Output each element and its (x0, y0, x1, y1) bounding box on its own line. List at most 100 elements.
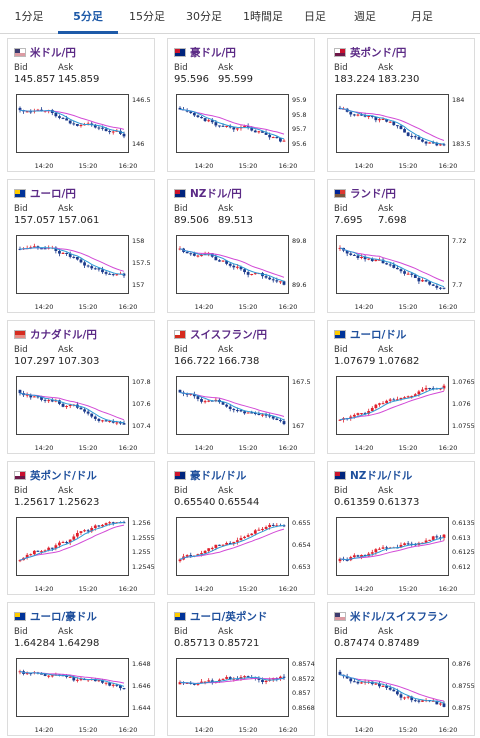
tab-4[interactable]: 1時間足 (243, 10, 283, 23)
pair-name[interactable]: 米ドル/円 (30, 47, 76, 59)
pair-title[interactable]: ユーロ/円 (14, 186, 76, 200)
pair-title[interactable]: NZドル/円 (174, 186, 242, 200)
pair-title[interactable]: 豪ドル/ドル (174, 468, 246, 482)
candle-body (111, 684, 115, 686)
mini-candlestick-chart[interactable]: 107.8 107.6 107.4 14:20 15:20 16:20 (16, 376, 156, 454)
candle-body (442, 703, 446, 707)
pair-name[interactable]: 豪ドル/ドル (190, 470, 247, 482)
candle-body (235, 540, 239, 542)
currency-card[interactable]: 米ドル/スイスフラン Bid Ask 0.87474 0.87489 0.876 0.875… (327, 602, 475, 736)
au-flag-icon (174, 48, 186, 57)
moving-average-short-line (19, 247, 125, 275)
y-tick-label: 7.72 (452, 237, 467, 245)
pair-title[interactable]: ユーロ/ドル (334, 327, 406, 341)
tab-3[interactable]: 30分足 (186, 10, 222, 23)
pair-name[interactable]: スイスフラン/円 (190, 329, 268, 341)
mini-candlestick-chart[interactable]: 167.5 167 14:20 15:20 16:20 (176, 376, 316, 454)
candle-body (374, 549, 378, 553)
mini-candlestick-chart[interactable]: 0.6135 0.613 0.6125 0.612 14:20 15:20 16:20 (336, 517, 476, 595)
x-tick-label: 15:20 (238, 303, 258, 311)
mini-candlestick-chart[interactable]: 7.72 7.7 14:20 15:20 16:20 (336, 235, 476, 313)
pair-name[interactable]: 英ポンド/ドル (30, 470, 97, 482)
currency-card[interactable]: 豪ドル/ドル Bid Ask 0.65540 0.65544 0.655 0.654 0.65… (167, 461, 315, 595)
pair-title[interactable]: ユーロ/英ポンド (174, 609, 267, 623)
candle-body (200, 117, 203, 119)
pair-name[interactable]: ランド/円 (350, 188, 396, 200)
mini-candlestick-chart[interactable]: 146.5 146 14:20 15:20 16:20 (16, 94, 156, 172)
pair-name[interactable]: ユーロ/ドル (350, 329, 407, 341)
candle-body (395, 267, 399, 270)
pair-name[interactable]: NZドル/ドル (350, 470, 413, 482)
mini-candlestick-chart[interactable]: 95.9 95.8 95.7 95.6 14:20 15:20 16:20 (176, 94, 316, 172)
pair-title[interactable]: カナダドル/円 (14, 327, 97, 341)
currency-card[interactable]: ユーロ/豪ドル Bid Ask 1.64284 1.64298 1.648 1.646 1.6… (7, 602, 155, 736)
pair-title[interactable]: 豪ドル/円 (174, 45, 236, 59)
pair-name[interactable]: ユーロ/円 (30, 188, 76, 200)
y-tick-label: 0.655 (292, 519, 311, 527)
mini-candlestick-chart[interactable]: 0.876 0.8755 0.875 14:20 15:20 16:20 (336, 658, 476, 736)
currency-card[interactable]: NZドル/ドル Bid Ask 0.61359 0.61373 0.6135 0.613 0.… (327, 461, 475, 595)
currency-card[interactable]: 豪ドル/円 Bid Ask 95.596 95.599 95.9 95.8 95.7 95.6 1… (167, 38, 315, 172)
currency-card[interactable]: 英ポンド/ドル Bid Ask 1.25617 1.25623 1.256 1.2555 1.… (7, 461, 155, 595)
pair-title[interactable]: スイスフラン/円 (174, 327, 267, 341)
mini-candlestick-chart[interactable]: 158 157.5 157 14:20 15:20 16:20 (16, 235, 156, 313)
candle-body (200, 553, 203, 555)
candle-body (442, 534, 446, 538)
ask-value: 0.61373 (378, 497, 420, 508)
tab-0[interactable]: 1分足 (14, 10, 44, 23)
currency-card[interactable]: ユーロ/円 Bid Ask 157.057 157.061 158 157.5 157 14:2… (7, 179, 155, 313)
currency-card[interactable]: カナダドル/円 Bid Ask 107.297 107.303 107.8 107.6 107… (7, 320, 155, 454)
pair-title[interactable]: 英ポンド/円 (334, 45, 406, 59)
pair-name[interactable]: 英ポンド/円 (350, 47, 407, 59)
moving-average-short-line (19, 109, 125, 134)
pair-name[interactable]: ユーロ/豪ドル (30, 611, 97, 623)
currency-card[interactable]: ユーロ/ドル Bid Ask 1.07679 1.07682 1.0765 1.076 1.0… (327, 320, 475, 454)
pair-name[interactable]: 米ドル/スイスフラン (350, 611, 449, 623)
tab-2[interactable]: 15分足 (129, 10, 165, 23)
pair-title[interactable]: 米ドル/スイスフラン (334, 609, 448, 623)
tab-7[interactable]: 月足 (411, 10, 433, 23)
pair-name[interactable]: ユーロ/英ポンド (190, 611, 268, 623)
candle-body (360, 256, 363, 258)
x-tick-label: 14:20 (34, 726, 54, 734)
candle-body (36, 109, 40, 111)
pair-name[interactable]: 豪ドル/円 (190, 47, 236, 59)
tab-5[interactable]: 日足 (304, 10, 326, 23)
pair-title[interactable]: NZドル/ドル (334, 468, 412, 482)
bid-label: Bid (14, 486, 28, 496)
bid-value: 157.057 (14, 215, 56, 226)
currency-card[interactable]: スイスフラン/円 Bid Ask 166.722 166.738 167.5 167 14:2… (167, 320, 315, 454)
x-tick-label: 15:20 (398, 303, 418, 311)
pair-title[interactable]: 米ドル/円 (14, 45, 76, 59)
mini-candlestick-chart[interactable]: 1.256 1.2555 1.255 1.2545 14:20 15:20 16:20 (16, 517, 156, 595)
currency-card[interactable]: NZドル/円 Bid Ask 89.506 89.513 89.8 89.6 14:20 15:… (167, 179, 315, 313)
currency-card[interactable]: 英ポンド/円 Bid Ask 183.224 183.230 184 183.5 14:20 1… (327, 38, 475, 172)
mini-candlestick-chart[interactable]: 1.0765 1.076 1.0755 14:20 15:20 16:20 (336, 376, 476, 454)
pair-name[interactable]: カナダドル/円 (30, 329, 97, 341)
candle-body (352, 414, 356, 417)
pair-title[interactable]: ユーロ/豪ドル (14, 609, 97, 623)
candle-body (385, 400, 389, 404)
candle-body (235, 266, 239, 268)
mini-candlestick-chart[interactable]: 184 183.5 14:20 15:20 16:20 (336, 94, 476, 172)
mini-candlestick-chart[interactable]: 89.8 89.6 14:20 15:20 16:20 (176, 235, 316, 313)
currency-card[interactable]: ユーロ/英ポンド Bid Ask 0.85713 0.85721 0.8574 0.8572… (167, 602, 315, 736)
mini-candlestick-chart[interactable]: 1.648 1.646 1.644 14:20 15:20 16:20 (16, 658, 156, 736)
mini-candlestick-chart[interactable]: 0.655 0.654 0.653 14:20 15:20 16:20 (176, 517, 316, 595)
candle-body (363, 413, 367, 415)
candle-body (421, 700, 424, 702)
candle-body (218, 260, 221, 262)
currency-card[interactable]: ランド/円 Bid Ask 7.695 7.698 7.72 7.7 14:20 15:20 16… (327, 179, 475, 313)
candle-body (392, 689, 396, 692)
currency-card[interactable]: 米ドル/円 Bid Ask 145.857 145.859 146.5 146 14:20 15… (7, 38, 155, 172)
pair-name[interactable]: NZドル/円 (190, 188, 242, 200)
mini-candlestick-chart[interactable]: 0.8574 0.8572 0.857 0.8568 14:20 15:20 16:20 (176, 658, 316, 736)
candle-body (421, 389, 424, 392)
tab-1[interactable]: 5分足 (58, 0, 118, 34)
pair-title[interactable]: ランド/円 (334, 186, 396, 200)
y-tick-label: 183.5 (452, 140, 471, 148)
tab-6[interactable]: 週足 (354, 10, 376, 23)
pair-title[interactable]: 英ポンド/ドル (14, 468, 97, 482)
moving-average-long-line (179, 248, 285, 278)
x-tick-label: 15:20 (78, 585, 98, 593)
